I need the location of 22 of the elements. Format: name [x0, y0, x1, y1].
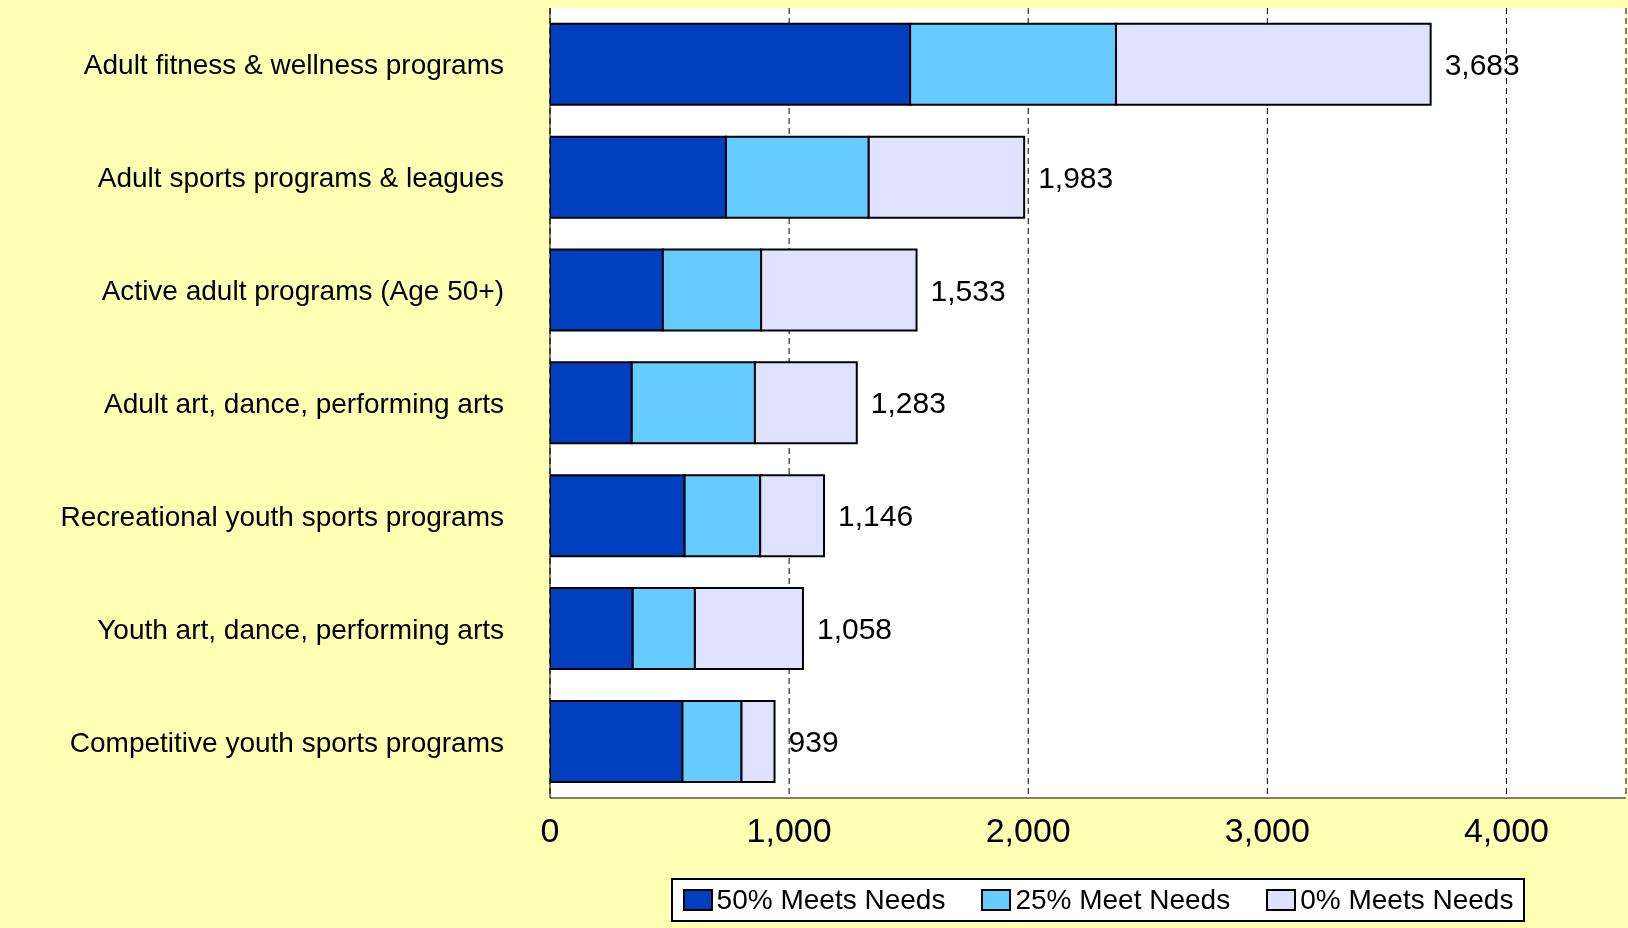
x-tick-label: 4,000	[1463, 811, 1549, 850]
x-tick-label: 1,000	[746, 811, 832, 850]
y-tick-label: Adult sports programs & leagues	[97, 162, 504, 194]
y-tick-label: Adult art, dance, performing arts	[104, 387, 504, 419]
total-label: 1,533	[930, 273, 1006, 307]
y-tick-label: Competitive youth sports programs	[69, 726, 504, 758]
y-tick-label: Adult fitness & wellness programs	[83, 49, 504, 81]
x-tick-label: 0	[540, 811, 560, 850]
y-tick-label: Active adult programs (Age 50+)	[101, 275, 504, 307]
y-tick-label: Recreational youth sports programs	[60, 500, 504, 532]
total-label: 1,058	[816, 612, 893, 646]
total-label: 1,983	[1038, 160, 1114, 194]
y-tick-label: Youth art, dance, performing arts	[97, 613, 504, 645]
legend-label: 25% Meet Needs	[1014, 884, 1231, 916]
legend-label: 0% Meets Needs	[1299, 884, 1514, 916]
total-label: 3,683	[1444, 47, 1520, 81]
total-label: 1,283	[870, 386, 946, 420]
total-label: 939	[788, 724, 839, 758]
total-label: 1,146	[838, 499, 914, 533]
x-tick-label: 3,000	[1224, 811, 1310, 850]
x-tick-label: 2,000	[985, 811, 1071, 850]
legend-label: 50% Meets Needs	[715, 884, 946, 916]
